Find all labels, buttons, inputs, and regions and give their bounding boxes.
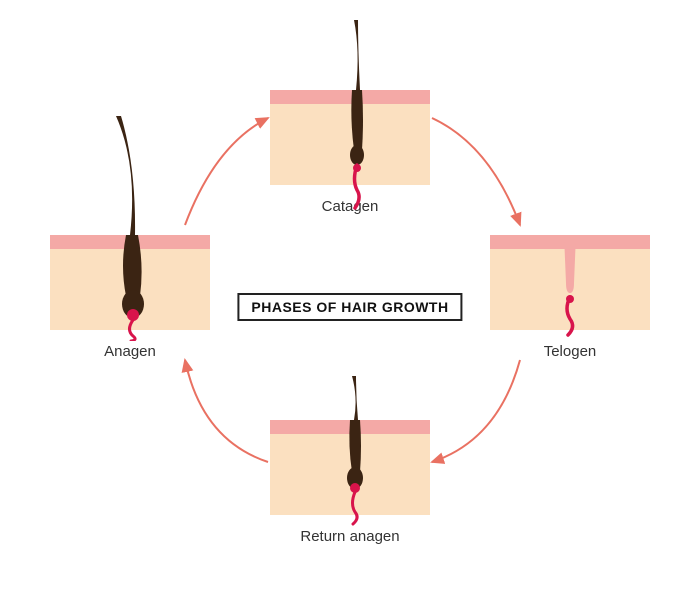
hair-catagen (342, 20, 372, 215)
hair-telogen (554, 235, 586, 345)
hair-anagen (108, 116, 152, 346)
label-telogen: Telogen (490, 343, 650, 360)
arrow-return-anagen (185, 360, 268, 462)
diagram-title: PHASES OF HAIR GROWTH (237, 293, 462, 321)
arrow-catagen-telogen (432, 118, 520, 225)
hair-return-anagen (338, 376, 372, 531)
arrow-telogen-return (432, 360, 520, 462)
arrow-anagen-catagen (185, 118, 268, 225)
